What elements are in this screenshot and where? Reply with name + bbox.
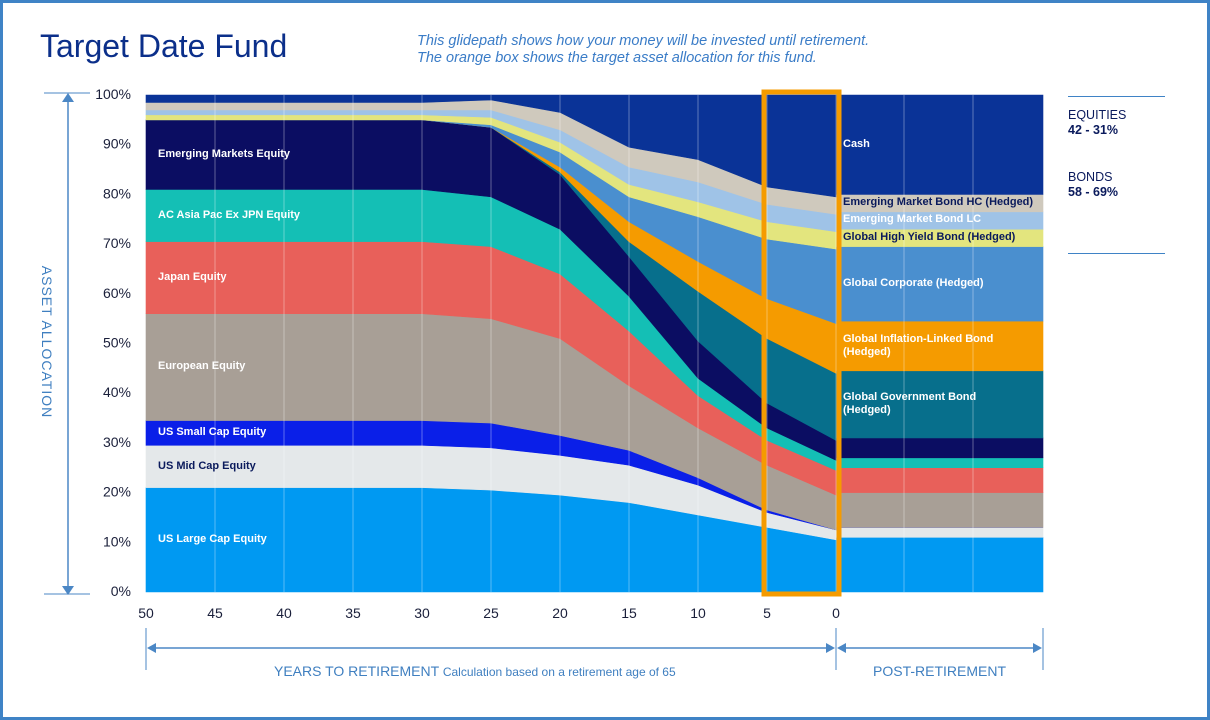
band-label-european-equity: European Equity	[158, 360, 246, 373]
retirement-age-note: Calculation based on a retirement age of…	[442, 665, 676, 679]
band-label-emerging-market-bond-hc-hedged: Emerging Market Bond HC (Hedged)	[843, 196, 1034, 209]
y-tick-label: 40%	[103, 384, 131, 400]
y-tick-label: 60%	[103, 285, 131, 301]
x-tick-label: 0	[832, 605, 840, 621]
band-label-japan-equity: Japan Equity	[158, 270, 227, 283]
x-tick-label: 30	[414, 605, 430, 621]
post-arrow-right-head	[1033, 643, 1042, 653]
y-tick-label: 20%	[103, 484, 131, 500]
y-axis-label: ASSET ALLOCATION	[39, 265, 55, 419]
x-tick-label: 40	[276, 605, 292, 621]
x-tick-label: 25	[483, 605, 499, 621]
page-title: Target Date Fund	[40, 28, 288, 64]
y-tick-label: 70%	[103, 235, 131, 251]
band-label-us-small-cap-equity: US Small Cap Equity	[158, 425, 267, 438]
band-label-us-mid-cap-equity: US Mid Cap Equity	[158, 459, 256, 472]
x-tick-label: 35	[345, 605, 361, 621]
band-label-global-government-bond-hedged: Global Government Bond (Hedged)	[843, 391, 977, 417]
pre-arrow-right-head	[826, 643, 835, 653]
pre-retirement-label: YEARS TO RETIREMENT	[274, 663, 439, 679]
target-allocation-box	[761, 89, 842, 597]
x-tick-label: 10	[690, 605, 706, 621]
y-tick-label: 90%	[103, 136, 131, 152]
y-tick-label: 80%	[103, 185, 131, 201]
subtitle-line-2: The orange box shows the target asset al…	[417, 50, 817, 66]
post-arrow-left-head	[837, 643, 846, 653]
band-cash	[145, 94, 1044, 198]
equities-label: EQUITIES	[1068, 108, 1127, 122]
y-tick-label: 0%	[111, 583, 131, 599]
band-label-emerging-market-bond-lc: Emerging Market Bond LC	[843, 213, 982, 226]
years-to-retirement-label: YEARS TO RETIREMENT Calculation based on…	[274, 663, 676, 679]
band-label-global-inflation-linked-bond-hedged: Global Inflation-Linked Bond (Hedged)	[843, 332, 994, 358]
y-tick-label: 10%	[103, 533, 131, 549]
bonds-label: BONDS	[1068, 170, 1113, 184]
side-rule-top	[1068, 96, 1165, 97]
band-label-us-large-cap-equity: US Large Cap Equity	[158, 532, 267, 545]
y-axis-arrow-bottom	[62, 586, 74, 595]
x-tick-label: 20	[552, 605, 568, 621]
y-axis-arrow-top	[62, 93, 74, 102]
bonds-summary: BONDS 58 - 69%	[1068, 170, 1118, 200]
equities-summary: EQUITIES 42 - 31%	[1068, 108, 1126, 138]
subtitle-line-1: This glidepath shows how your money will…	[417, 33, 870, 49]
y-tick-label: 100%	[95, 86, 131, 102]
band-label-global-corporate-hedged: Global Corporate (Hedged)	[843, 276, 984, 289]
pre-arrow-left-head	[147, 643, 156, 653]
y-tick-label: 50%	[103, 335, 131, 351]
chart-subtitle: This glidepath shows how your money will…	[417, 33, 869, 67]
post-retirement-label: POST-RETIREMENT	[873, 663, 1007, 679]
x-tick-label: 45	[207, 605, 223, 621]
band-label-ac-asia-pac-ex-jpn-equity: AC Asia Pac Ex JPN Equity	[158, 208, 301, 221]
equities-value: 42 - 31%	[1068, 123, 1119, 137]
x-tick-label: 5	[763, 605, 771, 621]
band-label-cash: Cash	[843, 137, 870, 150]
band-label-global-high-yield-bond-hedged: Global High Yield Bond (Hedged)	[843, 230, 1016, 243]
bonds-value: 58 - 69%	[1068, 185, 1119, 199]
x-tick-label: 15	[621, 605, 637, 621]
y-tick-label: 30%	[103, 434, 131, 450]
side-rule-bottom	[1068, 253, 1165, 254]
band-label-emerging-markets-equity: Emerging Markets Equity	[158, 147, 291, 160]
x-tick-label: 50	[138, 605, 154, 621]
